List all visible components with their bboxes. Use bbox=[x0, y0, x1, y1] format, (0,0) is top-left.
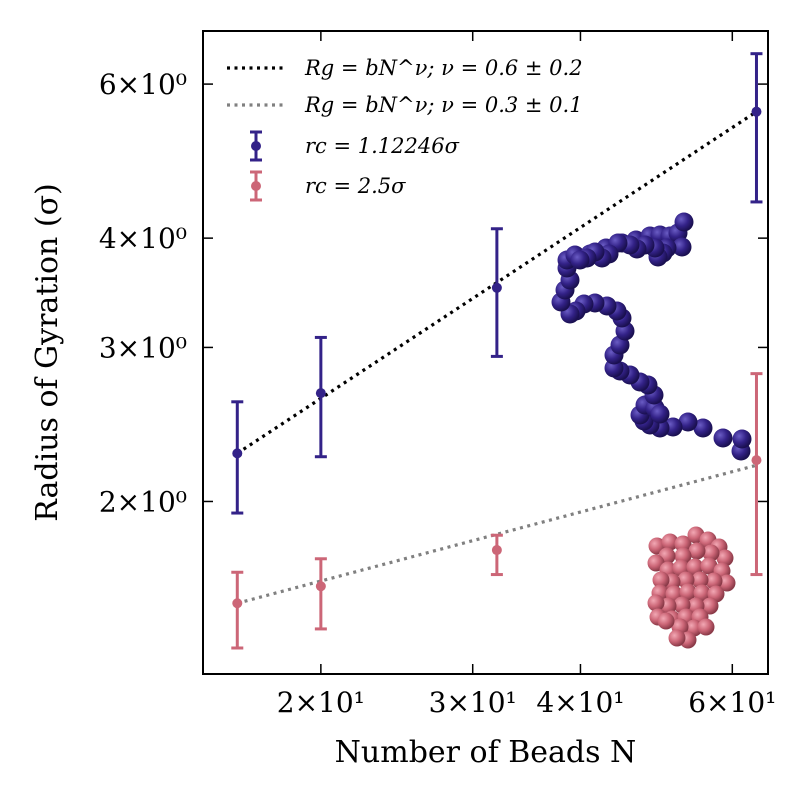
polymer-bead bbox=[693, 584, 711, 602]
polymer-bead bbox=[705, 572, 723, 590]
polymer-bead bbox=[657, 612, 675, 630]
legend-marker bbox=[251, 181, 261, 191]
legend: Rg = bN^ν; ν = 0.6 ± 0.2 Rg = bN^ν; ν = 0… bbox=[227, 56, 583, 202]
data-point bbox=[491, 545, 502, 556]
polymer-bead bbox=[688, 542, 706, 560]
polymer-bead bbox=[661, 533, 679, 551]
polymer-bead bbox=[713, 428, 733, 448]
polymer-insets bbox=[551, 212, 752, 649]
legend-item-1: Rg = bN^ν; ν = 0.6 ± 0.2 bbox=[227, 56, 583, 80]
axes: 2×10¹ 3×10¹ 4×10¹ 6×10¹ 2×10⁰ 3×10⁰ 4×10⁰ 6×10⁰… bbox=[30, 30, 776, 770]
legend-item-4: rc = 2.5σ bbox=[250, 170, 406, 202]
data-point bbox=[751, 455, 762, 466]
x-tick-label: 2×10¹ bbox=[277, 686, 365, 719]
polymer-bead bbox=[678, 412, 698, 432]
polymer-bead bbox=[604, 358, 624, 378]
polymer-bead bbox=[701, 597, 719, 615]
series-2 bbox=[231, 372, 763, 650]
legend-label: Rg = bN^ν; ν = 0.6 ± 0.2 bbox=[304, 56, 583, 80]
data-point bbox=[315, 388, 326, 399]
data-point bbox=[232, 598, 243, 609]
legend-label: Rg = bN^ν; ν = 0.3 ± 0.1 bbox=[304, 93, 583, 117]
polymer-bead bbox=[686, 558, 704, 576]
polymer-bead bbox=[693, 418, 713, 438]
polymer-bead bbox=[668, 629, 686, 647]
fit-line-1 bbox=[236, 110, 758, 455]
y-axis-title: Radius of Gyration (σ) bbox=[30, 183, 65, 522]
polymer-bead bbox=[674, 535, 692, 553]
y-tick-label: 4×10⁰ bbox=[99, 222, 187, 255]
collapsed-polymer-inset bbox=[647, 526, 736, 649]
polymer-bead bbox=[716, 549, 734, 567]
legend-item-2: Rg = bN^ν; ν = 0.3 ± 0.1 bbox=[227, 93, 583, 117]
polymer-bead bbox=[700, 557, 718, 575]
polymer-bead bbox=[732, 429, 752, 449]
plot-frame bbox=[202, 30, 769, 675]
data-point bbox=[491, 282, 502, 293]
legend-label: rc = 2.5σ bbox=[305, 174, 406, 198]
legend-label: rc = 1.12246σ bbox=[305, 134, 460, 158]
polymer-bead bbox=[672, 237, 692, 257]
polymer-bead bbox=[652, 571, 670, 589]
y-tick-label: 6×10⁰ bbox=[99, 68, 187, 101]
legend-marker bbox=[251, 141, 261, 151]
x-tick-label: 3×10¹ bbox=[429, 686, 517, 719]
data-point bbox=[751, 106, 762, 117]
legend-item-3: rc = 1.12246σ bbox=[250, 130, 460, 162]
data-point bbox=[315, 581, 326, 592]
x-axis-title: Number of Beads N bbox=[335, 735, 637, 770]
polymer-bead bbox=[679, 583, 697, 601]
polymer-bead bbox=[702, 544, 720, 562]
y-tick-label: 2×10⁰ bbox=[99, 485, 187, 518]
polymer-bead bbox=[570, 250, 590, 270]
polymer-bead bbox=[718, 574, 736, 592]
x-tick-label: 4×10¹ bbox=[536, 686, 624, 719]
extended-polymer-inset bbox=[551, 212, 752, 461]
y-tick-label: 3×10⁰ bbox=[99, 331, 187, 364]
x-tick-label: 6×10¹ bbox=[688, 686, 776, 719]
data-point bbox=[232, 448, 243, 459]
polymer-bead bbox=[674, 212, 694, 232]
polymer-bead bbox=[650, 404, 670, 424]
polymer-bead bbox=[691, 571, 709, 589]
data-series bbox=[231, 52, 763, 650]
polymer-bead bbox=[647, 594, 665, 612]
polymer-bead bbox=[697, 618, 715, 636]
series-1 bbox=[231, 52, 763, 515]
fit-lines bbox=[236, 110, 758, 605]
